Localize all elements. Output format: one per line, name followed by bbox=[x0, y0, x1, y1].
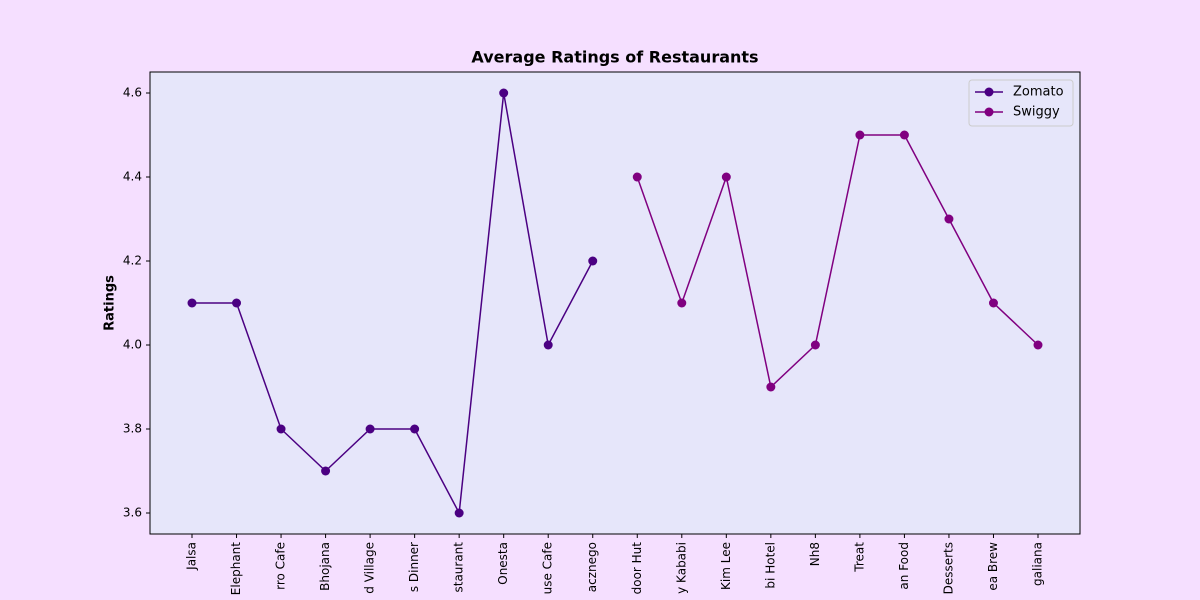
x-tick-label: Elephant bbox=[229, 542, 243, 595]
x-tick-label: Kim Lee bbox=[719, 542, 733, 590]
point bbox=[677, 298, 687, 308]
series-line bbox=[636, 134, 1039, 389]
point bbox=[365, 424, 375, 434]
x-tick-label: ea Brew bbox=[986, 542, 1000, 591]
x-tick-label: rro Cafe bbox=[274, 542, 288, 590]
point bbox=[187, 298, 197, 308]
point bbox=[499, 88, 509, 98]
x-tick-label: Onesta bbox=[496, 542, 510, 585]
x-tick-label: d Village bbox=[363, 542, 377, 594]
point bbox=[276, 424, 286, 434]
point bbox=[944, 214, 954, 224]
legend-label: Zomato bbox=[1013, 85, 1064, 100]
x-tick-label: Treat bbox=[852, 542, 866, 573]
point bbox=[454, 508, 464, 518]
y-tick-label: 3.8 bbox=[123, 422, 142, 436]
point bbox=[588, 256, 598, 266]
point bbox=[988, 298, 998, 308]
y-tick-label: 4.0 bbox=[123, 338, 142, 352]
x-tick-label: galiana bbox=[1031, 542, 1045, 586]
x-tick-label: y Kababi bbox=[674, 542, 688, 594]
x-tick-label: staurant bbox=[452, 542, 466, 593]
point bbox=[810, 340, 820, 350]
legend-marker bbox=[984, 87, 994, 97]
point bbox=[1033, 340, 1043, 350]
x-tick-label: Nh8 bbox=[808, 542, 822, 566]
x-tick-label: s Dinner bbox=[407, 542, 421, 592]
x-tick-label: Desserts bbox=[941, 542, 955, 594]
y-axis-label: Ratings bbox=[103, 275, 118, 331]
point bbox=[855, 130, 865, 140]
point bbox=[899, 130, 909, 140]
x-tick-label: an Food bbox=[897, 542, 911, 590]
series-line bbox=[192, 92, 594, 516]
y-tick-label: 4.6 bbox=[123, 86, 142, 100]
point bbox=[232, 298, 242, 308]
point bbox=[410, 424, 420, 434]
x-tick-label: acznego bbox=[585, 542, 599, 592]
y-tick-label: 3.6 bbox=[123, 506, 142, 520]
plot-area bbox=[149, 71, 1081, 535]
chart-title: Average Ratings of Restaurants bbox=[471, 48, 758, 67]
point bbox=[543, 340, 553, 350]
point bbox=[321, 466, 331, 476]
legend-marker bbox=[984, 107, 994, 117]
y-tick-label: 4.2 bbox=[123, 254, 142, 268]
x-tick-label: use Cafe bbox=[541, 542, 555, 594]
legend-label: Swiggy bbox=[1013, 105, 1060, 120]
x-tick-label: Bhojana bbox=[318, 542, 332, 591]
point bbox=[766, 382, 776, 392]
x-tick-label: Jalsa bbox=[185, 542, 199, 571]
x-tick-label: bi Hotel bbox=[763, 542, 777, 589]
point bbox=[721, 172, 731, 182]
point bbox=[632, 172, 642, 182]
x-tick-label: door Hut bbox=[630, 542, 644, 595]
y-tick-label: 4.4 bbox=[123, 170, 142, 184]
